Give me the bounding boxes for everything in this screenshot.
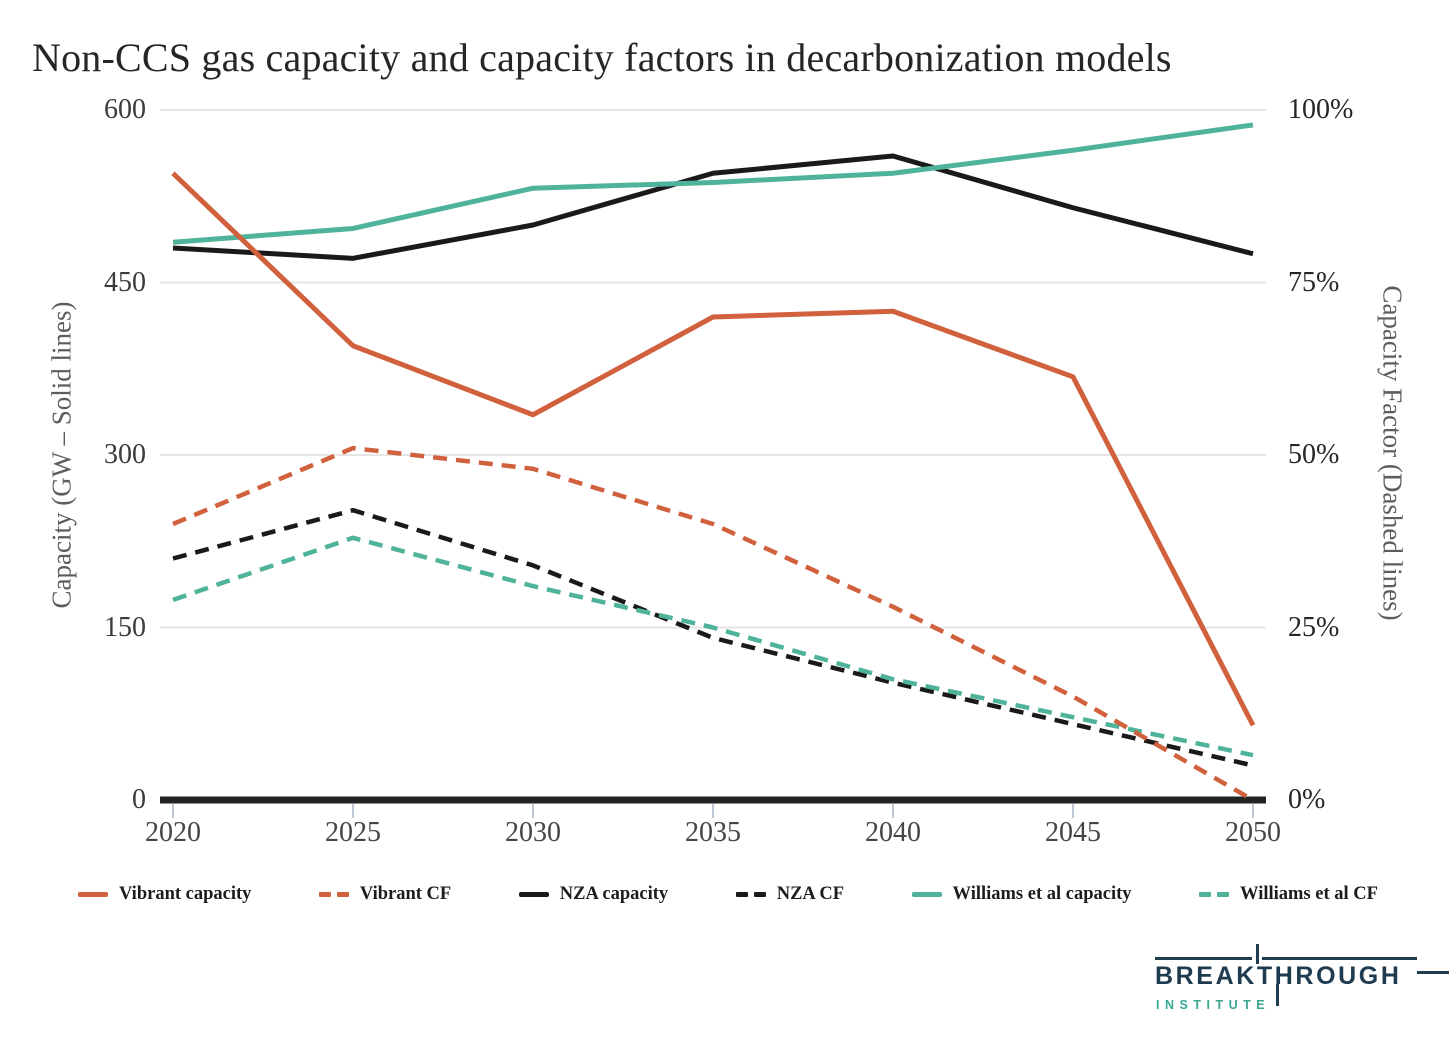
legend-dash-segment <box>753 892 766 897</box>
logo-rule-left <box>1155 957 1252 960</box>
x-tick-label: 2040 <box>865 817 921 848</box>
logo-k-ascender <box>1255 944 1259 964</box>
legend-swatch-solid-line-icon <box>911 892 942 897</box>
logo-subtitle: INSTITUTE <box>1156 998 1271 1012</box>
legend-item: Williams et al CF <box>1199 884 1378 905</box>
right-tick-label: 50% <box>1288 439 1340 470</box>
legend-label: NZA CF <box>776 884 845 904</box>
logo-rule-right <box>1262 957 1417 960</box>
chart-legend: Vibrant capacity Vibrant CF NZA capacity NZ… <box>78 884 1378 905</box>
legend-swatch-dashed-line-icon <box>1199 892 1230 897</box>
legend-dash-segment <box>318 892 331 897</box>
legend-item: Williams et al capacity <box>911 884 1132 905</box>
legend-label: Vibrant capacity <box>119 884 252 904</box>
legend-label: NZA capacity <box>559 884 669 904</box>
x-tick-label: 2045 <box>1045 817 1101 848</box>
series-line-vibrant-capacity <box>171 171 1256 727</box>
x-tick-label: 2020 <box>145 817 201 848</box>
legend-item: NZA capacity <box>518 884 669 905</box>
logo-wordmark: BREAKTHROUGH <box>1155 962 1402 990</box>
series-line-williams-et-al-cf <box>172 535 1254 758</box>
series-line-vibrant-cf <box>172 445 1255 802</box>
legend-swatch-dashed-line-icon <box>318 892 349 897</box>
legend-item: Vibrant capacity <box>78 884 251 905</box>
left-tick-label: 600 <box>104 94 146 125</box>
logo-right-dash <box>1417 971 1449 974</box>
legend-label: Williams et al CF <box>1240 884 1378 904</box>
legend-dash-segment <box>735 892 748 897</box>
legend-label: Vibrant CF <box>359 884 452 904</box>
legend-item: NZA CF <box>735 884 845 905</box>
series-line-nza-capacity <box>172 153 1254 261</box>
series-line-nza-cf <box>172 507 1254 768</box>
right-tick-label: 100% <box>1288 94 1354 125</box>
legend-swatch-dashed-line-icon <box>735 892 766 897</box>
legend-swatch-solid-line-icon <box>518 892 549 897</box>
x-tick-label: 2030 <box>505 817 561 848</box>
right-tick-label: 75% <box>1288 266 1340 298</box>
x-tick-label: 2025 <box>325 817 381 848</box>
legend-dash-segment <box>1217 892 1230 897</box>
right-tick-label: 0% <box>1288 784 1326 815</box>
legend-swatch-solid-line-icon <box>78 892 108 897</box>
breakthrough-logo-mark: BREAKTHROUGH INSTITUTE <box>1155 944 1449 1026</box>
chart-title: Non-CCS gas capacity and capacity factor… <box>32 35 1172 80</box>
breakthrough-logo: BREAKTHROUGH INSTITUTE <box>1155 944 1449 1026</box>
x-tick-label: 2050 <box>1225 817 1281 848</box>
left-tick-label: 300 <box>104 439 146 470</box>
legend-dash-segment <box>336 892 349 897</box>
series-line-williams-et-al-capacity <box>172 122 1254 245</box>
legend-dash-segment <box>1199 892 1212 897</box>
left-tick-label: 0 <box>132 784 146 815</box>
legend-label: Williams et al capacity <box>952 884 1132 904</box>
left-tick-label: 450 <box>104 266 146 298</box>
left-tick-label: 150 <box>104 611 146 643</box>
x-tick-label: 2035 <box>685 817 741 848</box>
legend-item: Vibrant CF <box>318 884 452 905</box>
right-tick-label: 25% <box>1288 611 1340 643</box>
right-axis-title: Capacity Factor (Dashed lines) <box>1377 285 1408 621</box>
logo-t-descender <box>1275 984 1279 1006</box>
